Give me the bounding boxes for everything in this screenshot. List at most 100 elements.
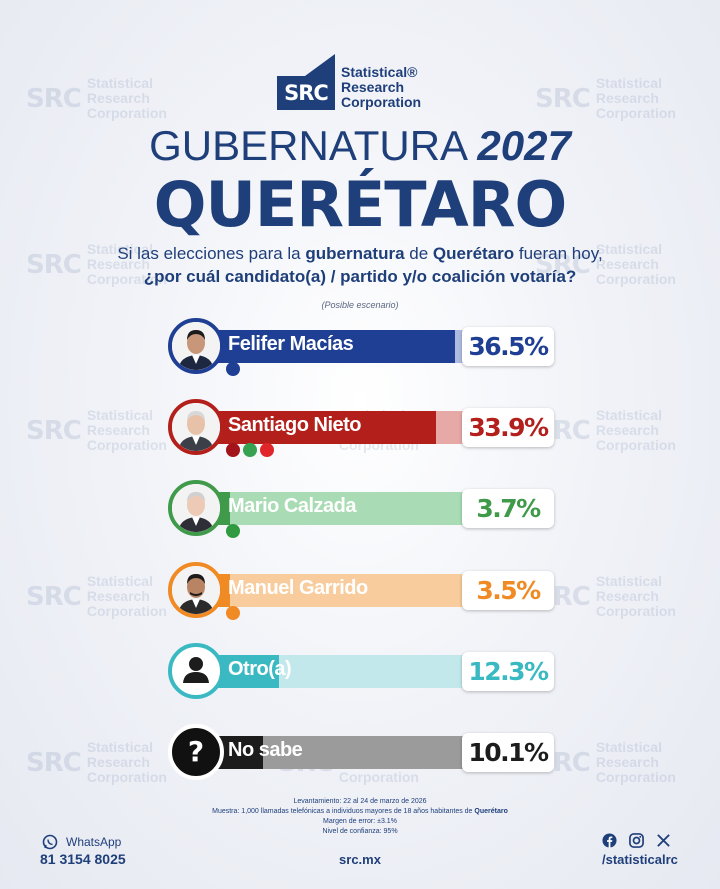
party-logos [226, 443, 274, 457]
question-line-1: Si las elecciones para la gubernatura de… [0, 244, 720, 264]
pan-logo-icon [226, 362, 240, 376]
title-line-1: GUBERNATURA 2027 [0, 122, 720, 170]
question-text-a: Si las elecciones para la [117, 244, 306, 263]
whatsapp-label: WhatsApp [66, 835, 122, 849]
candidate-name: Santiago Nieto [228, 414, 362, 436]
bar-track [190, 492, 480, 525]
person-icon [168, 643, 224, 699]
facebook-icon[interactable] [602, 833, 617, 848]
question-mark-icon: ? [168, 724, 224, 780]
candidate-name: No sabe [228, 739, 303, 761]
methodology-note: Levantamiento: 22 al 24 de marzo de 2026… [0, 797, 720, 837]
margin-of-error: Margen de error: ±3.1% [323, 818, 397, 825]
chart-row: Manuel Garrido 3.5% [168, 562, 554, 620]
party-logos [226, 362, 240, 376]
src-logo-mark: SRC [277, 54, 335, 110]
candidate-name: Otro(a) [228, 658, 292, 680]
watermark-logo: SRC [26, 249, 82, 280]
pri-logo-icon [226, 524, 240, 538]
bar-track [190, 574, 480, 607]
candidate-name: Felifer Macías [228, 333, 354, 355]
watermark-logo: SRC [535, 249, 591, 280]
percentage-label: 10.1% [462, 733, 554, 772]
question-line-2: ¿por cuál candidato(a) / partido y/o coa… [143, 267, 577, 286]
sample-text: Muestra: 1,000 llamadas telefónicas a in… [212, 808, 475, 815]
bar [190, 330, 455, 363]
watermark-logo: SRC [26, 581, 82, 612]
chart-row: Felifer Macías 36.5% [168, 318, 554, 376]
candidate-name: Manuel Garrido [228, 577, 368, 599]
percentage-label: 36.5% [462, 327, 554, 366]
whatsapp-icon [42, 834, 58, 850]
title-main: GUBERNATURA [149, 122, 466, 169]
whatsapp-number[interactable]: 81 3154 8025 [40, 851, 126, 867]
pvem-logo-icon [243, 443, 257, 457]
title-state: QUERÉTARO [153, 168, 567, 241]
candidate-avatar [168, 399, 224, 455]
percentage-label: 3.5% [462, 571, 554, 610]
brand-name-line-2: Research [341, 79, 405, 95]
watermark-logo: SRC [26, 415, 82, 446]
brand-name: Statistical® Research Corporation [341, 65, 421, 110]
pt-logo-icon [260, 443, 274, 457]
chart-row: Santiago Nieto 33.9% [168, 399, 554, 457]
percentage-label: 3.7% [462, 489, 554, 528]
chart-row: Otro(a) 12.3% [168, 643, 554, 699]
percentage-label: 33.9% [462, 408, 554, 447]
bar [190, 411, 436, 444]
candidate-avatar [168, 480, 224, 536]
candidate-avatar [168, 562, 224, 618]
logo-initials: SRC [277, 76, 335, 110]
chart-row: Mario Calzada 3.7% [168, 480, 554, 538]
question-text-c: de [404, 244, 433, 263]
x-icon[interactable] [656, 833, 671, 848]
watermark-logo: SRC [26, 83, 82, 114]
watermark-logo: SRC [535, 83, 591, 114]
field-dates: Levantamiento: 22 al 24 de marzo de 2026 [293, 798, 427, 805]
svg-text:?: ? [188, 735, 204, 768]
question-text-e: fueran hoy, [514, 244, 603, 263]
social-handle[interactable]: /statisticalrc [602, 852, 678, 867]
title-year: 2027 [477, 122, 571, 169]
watermark-logo: SRC [26, 747, 82, 778]
confidence-level: Nivel de confianza: 95% [322, 828, 398, 835]
mc-logo-icon [226, 606, 240, 620]
party-logos [226, 524, 240, 538]
party-logos [226, 606, 240, 620]
social-icons [602, 833, 671, 848]
sample-state: Querétaro [474, 808, 508, 815]
website-link[interactable]: src.mx [339, 852, 381, 867]
brand-name-line-1: Statistical® [341, 64, 418, 80]
whatsapp-contact[interactable]: WhatsApp [42, 834, 121, 850]
chart-row: No sabe 10.1%? [168, 724, 554, 780]
instagram-icon[interactable] [629, 833, 644, 848]
question-text-b: gubernatura [305, 244, 405, 263]
scenario-note: (Posible escenario) [321, 300, 399, 310]
candidate-avatar [168, 318, 224, 374]
morena-logo-icon [226, 443, 240, 457]
candidate-name: Mario Calzada [228, 495, 356, 517]
brand-name-line-3: Corporation [341, 94, 422, 110]
percentage-label: 12.3% [462, 652, 554, 691]
sample-info: Muestra: 1,000 llamadas telefónicas a in… [0, 807, 720, 817]
